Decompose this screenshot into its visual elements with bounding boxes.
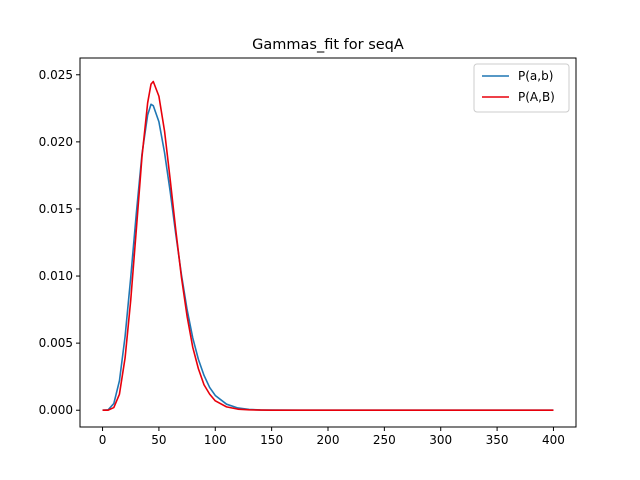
x-tick-label: 250	[373, 433, 396, 447]
x-tick-label: 200	[317, 433, 340, 447]
legend-label-1: P(a,b)	[518, 69, 553, 83]
x-tick-label: 300	[429, 433, 452, 447]
legend: P(a,b) P(A,B)	[473, 63, 570, 113]
x-tick-label: 100	[204, 433, 227, 447]
x-tick-label: 150	[260, 433, 283, 447]
plot-area	[102, 80, 554, 412]
y-tick-label: 0.000	[39, 403, 73, 417]
x-tick-label: 50	[151, 433, 166, 447]
x-tick-label: 0	[99, 433, 107, 447]
y-tick-label: 0.025	[39, 68, 73, 82]
x-tick-label: 350	[486, 433, 509, 447]
series-line-2	[102, 80, 554, 412]
y-axis: 0.000 0.005 0.010 0.015 0.020 0.025	[39, 68, 80, 417]
x-axis: 0 50 100 150 200 250 300 350 400	[99, 427, 565, 447]
legend-label-2: P(A,B)	[518, 90, 555, 104]
y-tick-label: 0.015	[39, 202, 73, 216]
x-tick-label: 400	[542, 433, 565, 447]
y-tick-label: 0.020	[39, 135, 73, 149]
y-tick-label: 0.005	[39, 336, 73, 350]
y-tick-label: 0.010	[39, 269, 73, 283]
chart-title: Gammas_fit for seqA	[252, 37, 404, 53]
